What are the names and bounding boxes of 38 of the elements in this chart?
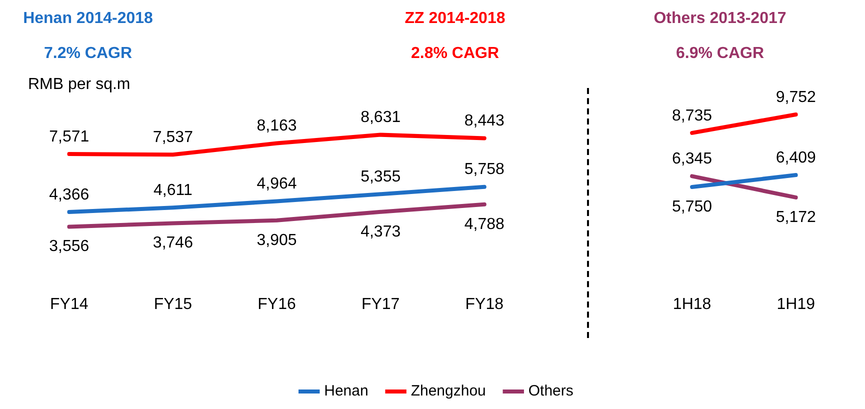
- text: Others 2013-2017: [654, 10, 786, 28]
- y-axis-title: RMB per sq.m: [28, 76, 130, 94]
- data-label: 5,172: [776, 208, 816, 226]
- data-label: 4,373: [360, 223, 401, 240]
- data-label: 4,964: [256, 176, 297, 193]
- data-label: 5,750: [672, 198, 712, 216]
- data-label: 6,409: [776, 149, 816, 166]
- x-tick-label: FY14: [50, 296, 88, 313]
- text: 6.9% CAGR: [676, 45, 764, 63]
- data-label: 8,631: [360, 109, 401, 126]
- x-tick-label: FY15: [154, 296, 192, 313]
- data-label: 3,905: [256, 232, 297, 249]
- data-label: 9,752: [776, 88, 816, 106]
- data-label: 7,571: [49, 128, 90, 146]
- text: ZZ 2014-2018: [404, 10, 506, 28]
- text: 2.8% CAGR: [410, 45, 500, 63]
- data-label: 5,355: [360, 168, 401, 186]
- data-label: 6,345: [672, 150, 712, 168]
- legend-label: Zhengzhou: [410, 382, 486, 400]
- data-label: 3,556: [49, 238, 90, 256]
- data-label: 5,758: [464, 161, 505, 178]
- data-label: 4,611: [154, 182, 192, 200]
- text: 7.2% CAGR: [44, 45, 132, 63]
- x-tick-label: FY18: [465, 296, 504, 313]
- legend-label: Henan: [324, 382, 368, 400]
- data-label: 7,537: [152, 129, 194, 146]
- x-tick-label: FY17: [361, 296, 400, 313]
- data-label: 4,366: [49, 186, 90, 204]
- x-tick-label: 1H18: [672, 296, 712, 313]
- data-label: 8,443: [464, 112, 505, 130]
- x-tick-label: FY16: [258, 296, 296, 313]
- data-label: 8,163: [256, 118, 297, 135]
- text: Henan 2014-2018: [23, 10, 153, 28]
- data-label: 3,746: [152, 234, 194, 252]
- x-tick-label: 1H19: [776, 296, 816, 313]
- data-label: 8,735: [672, 107, 712, 124]
- legend-label: Others: [528, 382, 574, 400]
- data-label: 4,788: [464, 216, 505, 233]
